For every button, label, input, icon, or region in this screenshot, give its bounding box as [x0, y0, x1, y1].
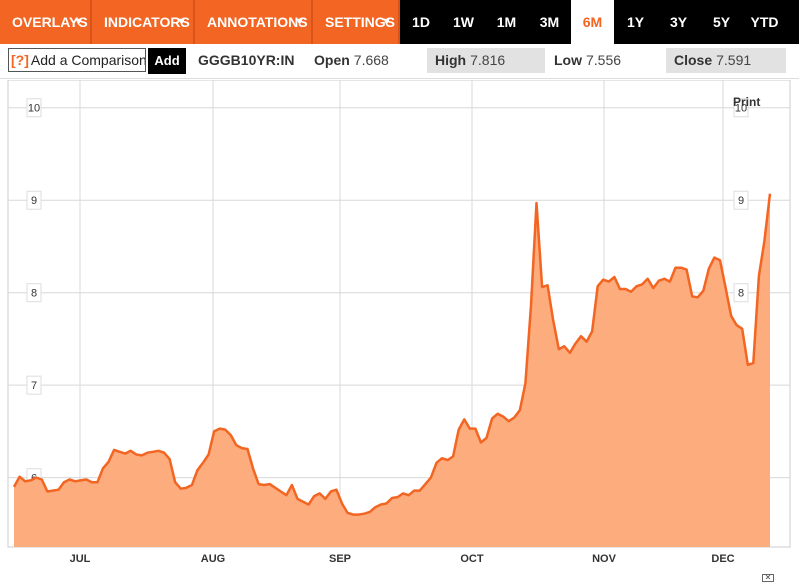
y-tick-box-left	[26, 190, 42, 210]
series-line	[12, 193, 772, 516]
range-3m-button[interactable]: 3M	[528, 0, 571, 44]
x-tick-label: OCT	[460, 553, 484, 565]
y-tick-label-left: 9	[31, 195, 37, 207]
resize-icon[interactable]: ✕	[762, 574, 774, 582]
x-tick-label: JUL	[70, 553, 91, 565]
chart-toolbar: OVERLAYS ▼ INDICATORS ▼ ANNOTATIONS ▼ SETTI…	[0, 0, 799, 44]
low-label: Low	[554, 52, 582, 68]
range-1m-button[interactable]: 1M	[485, 0, 528, 44]
comparison-input[interactable]: [?] Add a Comparison	[8, 48, 146, 72]
low-value: 7.556	[586, 52, 622, 68]
settings-menu[interactable]: SETTINGS ▼	[313, 0, 400, 44]
x-tick-label: AUG	[201, 553, 225, 565]
y-tick-label-right: 8	[738, 288, 744, 300]
y-tick-box-left	[26, 375, 42, 395]
y-tick-box-left	[26, 283, 42, 303]
range-1y-button[interactable]: 1Y	[614, 0, 657, 44]
y-tick-box-right	[733, 190, 749, 210]
range-3y-button[interactable]: 3Y	[657, 0, 700, 44]
range-5y-button[interactable]: 5Y	[700, 0, 743, 44]
range-1w-button[interactable]: 1W	[442, 0, 485, 44]
chevron-down-icon: ▼	[176, 16, 187, 28]
comparison-placeholder: Add a Comparison	[30, 52, 146, 68]
close-value: 7.591	[716, 52, 752, 68]
x-tick-label: SEP	[329, 553, 351, 565]
close-label: Close	[674, 52, 713, 68]
y-tick-label-left: 10	[28, 103, 40, 115]
y-tick-box-right	[733, 98, 749, 118]
annotations-label: ANNOTATIONS	[207, 14, 308, 30]
range-ytd-button[interactable]: YTD	[743, 0, 786, 44]
close-field: Close 7.591	[666, 48, 786, 73]
y-tick-label-left: 7	[31, 380, 37, 392]
divider	[0, 78, 799, 79]
open-field: Open 7.668	[306, 48, 424, 73]
y-tick-box-left	[26, 98, 42, 118]
high-value: 7.816	[470, 52, 506, 68]
overlays-label: OVERLAYS	[12, 14, 88, 30]
series-area	[14, 193, 770, 547]
x-tick-label: NOV	[592, 553, 617, 565]
y-tick-label-right: 10	[735, 103, 747, 115]
indicators-menu[interactable]: INDICATORS ▼	[92, 0, 195, 44]
chevron-down-icon: ▼	[294, 16, 305, 28]
overlays-menu[interactable]: OVERLAYS ▼	[0, 0, 92, 44]
help-icon[interactable]: [?]	[11, 52, 29, 68]
low-field: Low 7.556	[546, 48, 664, 73]
open-value: 7.668	[353, 52, 389, 68]
range-1d-button[interactable]: 1D	[400, 0, 442, 44]
chevron-down-icon: ▼	[381, 16, 392, 28]
chevron-down-icon: ▼	[73, 16, 84, 28]
high-label: High	[435, 52, 467, 68]
price-chart: JULAUGSEPOCTNOVDEC667788991010	[7, 80, 791, 565]
high-field: High 7.816	[427, 48, 545, 73]
y-tick-label-right: 9	[738, 195, 744, 207]
x-tick-label: DEC	[711, 553, 734, 565]
annotations-menu[interactable]: ANNOTATIONS ▼	[195, 0, 313, 44]
range-6m-button[interactable]: 6M	[571, 0, 614, 44]
add-comparison-button[interactable]: Add	[148, 48, 186, 74]
print-link[interactable]: Print	[733, 95, 761, 109]
y-tick-box-right	[733, 283, 749, 303]
ticker-symbol: GGGB10YR:IN	[198, 52, 295, 68]
indicators-label: INDICATORS	[104, 14, 190, 30]
y-tick-label-left: 8	[31, 288, 37, 300]
settings-label: SETTINGS	[325, 14, 396, 30]
open-label: Open	[314, 52, 350, 68]
